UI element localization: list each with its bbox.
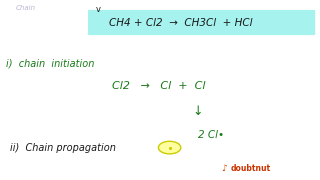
Text: ♪: ♪ <box>221 164 227 173</box>
Text: ii)  Chain propagation: ii) Chain propagation <box>10 143 116 153</box>
Text: i)  chain  initiation: i) chain initiation <box>6 58 95 68</box>
Text: doubtnut: doubtnut <box>230 164 270 173</box>
FancyBboxPatch shape <box>88 10 315 35</box>
Circle shape <box>158 141 181 154</box>
Text: Chain: Chain <box>16 5 36 11</box>
Text: ↓: ↓ <box>192 105 203 118</box>
Text: Cl2   →   Cl  +  Cl: Cl2 → Cl + Cl <box>112 81 205 91</box>
Text: v: v <box>96 5 101 14</box>
Text: 2 Cl•: 2 Cl• <box>198 130 225 140</box>
Text: CH4 + Cl2  →  CH3Cl  + HCl: CH4 + Cl2 → CH3Cl + HCl <box>109 17 252 28</box>
